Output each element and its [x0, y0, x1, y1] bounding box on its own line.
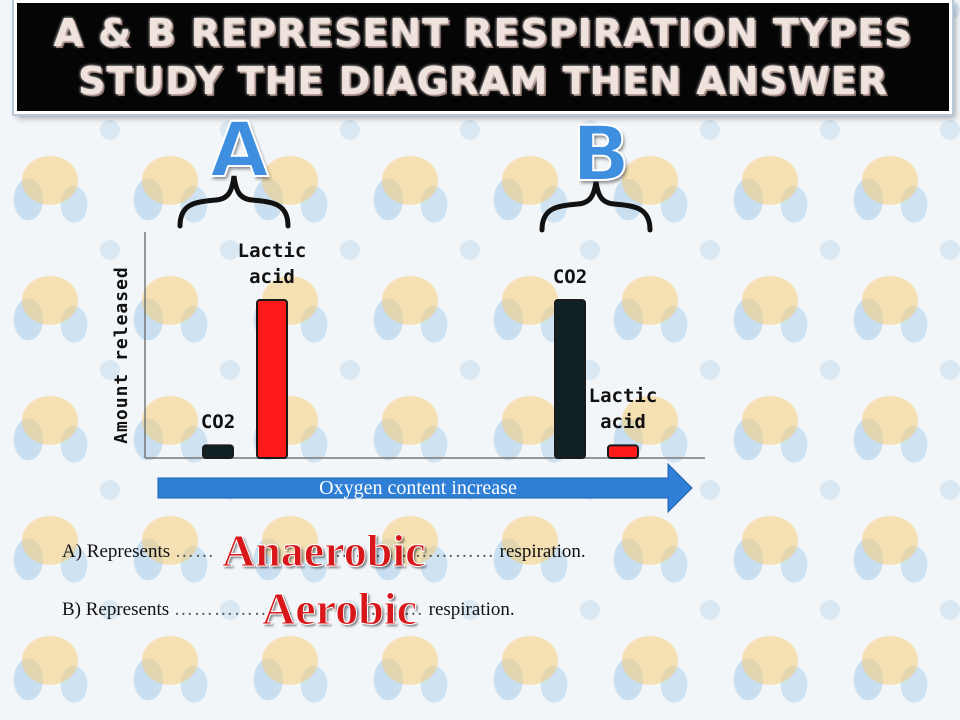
title-line-1: A & B REPRESENT RESPIRATION TYPES	[53, 11, 913, 55]
bar-label: CO2	[200, 411, 236, 434]
answer-dots: ……	[174, 541, 215, 562]
bar-label: Lactic acid	[237, 240, 307, 288]
answer-prefix: A) Represents	[62, 541, 171, 562]
title-banner: A & B REPRESENT RESPIRATION TYPES STUDY …	[14, 0, 952, 114]
answer-dots: ………	[363, 599, 424, 620]
answer-line-b: B) Represents ……………………… respiration.	[62, 598, 515, 622]
brace-b-icon	[539, 181, 653, 233]
y-axis-label: Amount released	[111, 266, 132, 444]
answer-suffix: respiration.	[428, 599, 515, 620]
x-axis-label: Oxygen content increase	[319, 477, 517, 499]
answer-dots: ………………	[173, 599, 294, 620]
bar-b-co2	[554, 299, 586, 459]
answer-aerobic: Aerobic	[261, 583, 418, 634]
answer-prefix: B) Represents	[62, 599, 170, 620]
oxygen-arrow-icon	[157, 462, 693, 514]
answer-dots: ……………………	[334, 541, 495, 562]
title-line-2: STUDY THE DIAGRAM THEN ANSWER	[77, 59, 888, 103]
answer-line-a: A) Represents ………………………… respiration.	[62, 540, 586, 564]
bar-label: CO2	[552, 266, 588, 288]
bar-a-co2	[202, 444, 234, 459]
answer-anaerobic: Anaerobic	[222, 525, 427, 576]
group-label-a: A	[209, 105, 270, 194]
brace-a-icon	[177, 175, 291, 229]
bar-label: Lactic acid	[588, 385, 658, 434]
bar-a-lactic-acid	[256, 299, 288, 459]
answer-suffix: respiration.	[499, 541, 586, 562]
group-label-b: B	[571, 109, 631, 198]
bar-b-lactic-acid	[607, 444, 639, 459]
